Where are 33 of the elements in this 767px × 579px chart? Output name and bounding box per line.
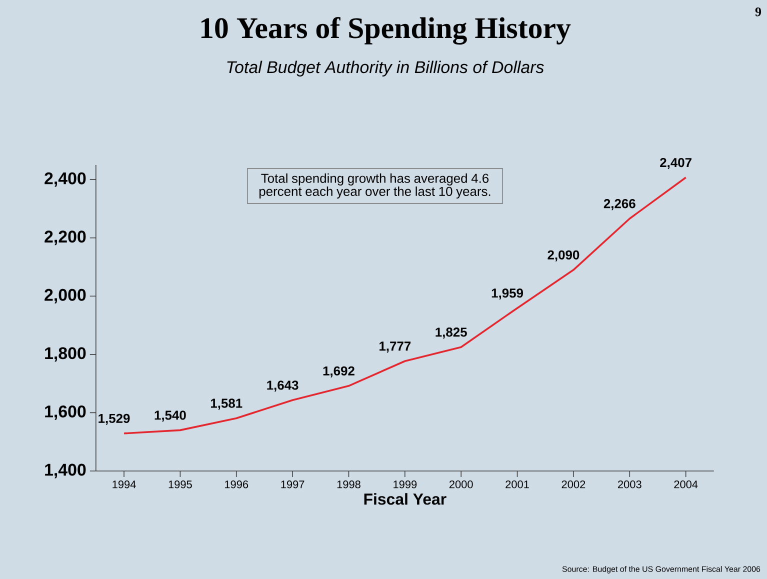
data-label: 1,540: [154, 410, 186, 422]
data-label: 2,090: [548, 250, 580, 262]
data-label: 1,529: [98, 414, 130, 425]
chart-title: 10 Years of Spending History: [201, 16, 571, 45]
x-tick-label: 1995: [168, 480, 192, 488]
annotation: Total spending growth has averaged 4.6 percent each year over the last 10 years.: [259, 173, 490, 199]
data-label: 1,777: [380, 342, 411, 353]
chart-subtitle: Total Budget Authority in Billions of Dollars: [227, 60, 544, 77]
x-tick-label: 2001: [506, 480, 529, 488]
y-tick-label: 2,000: [44, 288, 86, 304]
data-label: 1,825: [436, 328, 467, 339]
x-tick-label: 2004: [674, 480, 698, 488]
x-tick-label: 1994: [112, 480, 136, 488]
x-tick-label: 2002: [562, 480, 586, 488]
x-tick-label: 2000: [449, 480, 473, 488]
y-tick-label: 1,600: [45, 405, 86, 420]
y-tick-label: 1,400: [45, 464, 86, 478]
data-label: 2,407: [660, 158, 692, 169]
data-label: 2,266: [604, 199, 636, 210]
x-tick-label: 1999: [394, 480, 417, 488]
data-label: 1,692: [323, 366, 354, 378]
data-label: 1,959: [492, 288, 523, 300]
x-tick-label: 1996: [225, 480, 248, 488]
data-label: 1,581: [210, 398, 242, 410]
x-axis-title: Fiscal Year: [364, 493, 446, 505]
y-tick-label: 1,800: [45, 347, 86, 362]
text: 9: [755, 8, 762, 16]
x-tick-label: 1998: [337, 480, 360, 488]
x-tick-label: 1997: [281, 480, 304, 488]
y-tick-label: 2,400: [44, 172, 86, 187]
x-tick-label: 2003: [618, 480, 642, 488]
data-label: 1,643: [267, 380, 298, 392]
y-tick-label: 2,200: [44, 230, 86, 246]
